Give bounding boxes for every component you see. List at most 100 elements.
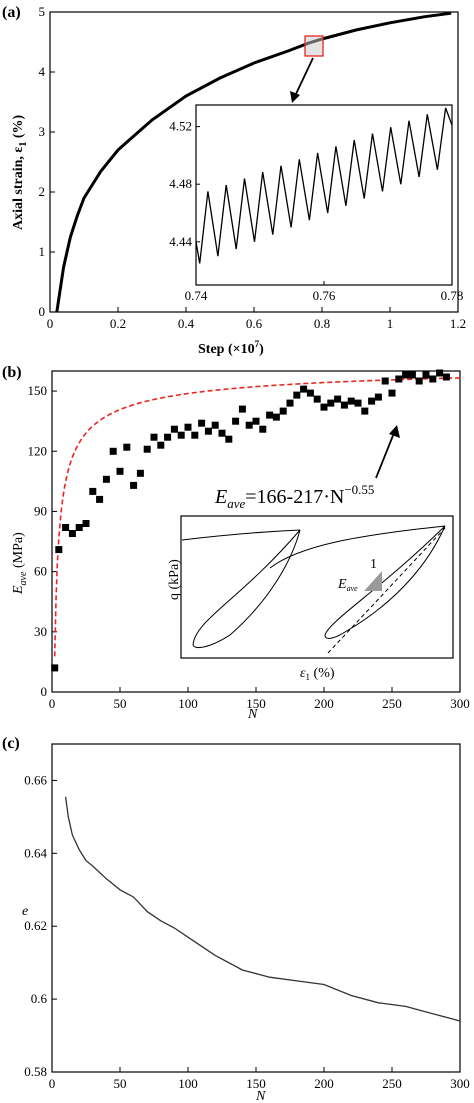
data-point [293, 391, 301, 399]
panel-a-zoom-box [304, 35, 324, 57]
data-point [218, 429, 226, 437]
data-point [388, 389, 396, 397]
panel-b-fit-equation: Eave=166-217·N−0.55 [214, 482, 374, 511]
panel-a-inset-ticks: 0.74 0.76 0.78 4.44 4.48 4.52 [169, 119, 463, 303]
data-point [136, 469, 144, 477]
x-tick-label: 50 [114, 696, 127, 711]
x-tick-label: 300 [450, 1076, 470, 1091]
panel-b-inset-modulus-line [327, 527, 446, 654]
panel-a-y-label: Axial strain, ε1 (%) [11, 114, 29, 230]
panel-c-x-label: N [255, 1089, 266, 1103]
y-tick-label: 0.62 [24, 918, 47, 933]
data-point [211, 421, 219, 429]
data-point [164, 433, 172, 441]
y-tick-label: 5 [39, 4, 46, 19]
data-point [354, 399, 362, 407]
panel-a-x-ticks: 0 0.2 0.4 0.6 0.8 1 1.2 [47, 307, 466, 331]
inset-x-tick-label: 0.76 [313, 288, 336, 303]
panel-b-x-ticks: 0 50 100 150 200 250 300 [49, 687, 470, 711]
data-point [102, 475, 110, 483]
panel-c-y-label: e [22, 904, 28, 919]
x-tick-label: 300 [450, 696, 470, 711]
y-tick-label: 1 [39, 244, 46, 259]
data-point [381, 377, 389, 385]
inset-y-tick-label: 4.44 [169, 234, 192, 249]
panel-b-inset-loop-2 [324, 525, 446, 639]
panel-a: (a) 0 0.2 0.4 0.6 0.8 1 1.2 0 1 2 3 4 5 Step (×107)… [2, 4, 466, 357]
data-point [408, 371, 416, 379]
y-tick-label: 0.64 [24, 845, 47, 860]
data-point [266, 411, 274, 419]
data-point [313, 395, 321, 403]
y-tick-label: 30 [34, 624, 47, 639]
data-point [51, 664, 59, 672]
y-tick-label: 0 [41, 684, 48, 699]
x-tick-label: 1 [387, 316, 394, 331]
data-point [204, 427, 212, 435]
panel-b-inset-x-label: ε1 (%) [300, 666, 335, 682]
panel-b-inset-slope-label: Eave [337, 577, 358, 593]
x-tick-label: 50 [114, 1076, 127, 1091]
x-tick-label: 150 [246, 696, 266, 711]
data-point [170, 425, 178, 433]
inset-x-tick-label: 0.74 [185, 288, 208, 303]
y-tick-label: 90 [34, 503, 47, 518]
data-point [75, 524, 83, 531]
data-point [89, 487, 97, 495]
panel-b-data-points [51, 369, 450, 672]
panel-b-inset-loop-1-top [181, 529, 301, 541]
data-point [82, 520, 90, 527]
inset-y-tick-label: 4.52 [169, 119, 192, 134]
data-point [225, 435, 233, 443]
x-tick-label: 1.2 [450, 316, 466, 331]
panel-c-y-ticks: 0.58 0.6 0.62 0.64 0.66 [24, 772, 57, 1079]
data-point [238, 405, 246, 413]
data-point [286, 399, 294, 407]
y-tick-label: 120 [28, 443, 48, 458]
data-point [109, 447, 117, 455]
panel-b-y-label: Eave (MPa) [11, 532, 29, 595]
panel-a-strain-curve [55, 11, 452, 313]
data-point [157, 441, 165, 449]
panel-b-inset-slope-triangle [364, 571, 382, 591]
data-point [327, 399, 335, 407]
panel-b-x-label: N [247, 707, 258, 722]
inset-y-tick-label: 4.48 [169, 176, 192, 191]
x-tick-label: 0.4 [178, 316, 195, 331]
panel-b-inset-frame [180, 515, 454, 659]
panel-c-label: (c) [2, 735, 20, 752]
data-point [300, 385, 308, 393]
x-tick-label: 0 [49, 1076, 56, 1091]
data-point [232, 417, 240, 425]
data-point [259, 425, 267, 433]
data-point [55, 546, 63, 554]
y-tick-label: 150 [28, 383, 48, 398]
panel-a-inset-frame [195, 104, 453, 286]
panel-b-y-ticks: 0 30 60 90 120 150 [28, 383, 57, 699]
y-tick-label: 2 [39, 184, 46, 199]
data-point [442, 373, 450, 381]
y-tick-label: 4 [39, 64, 46, 79]
panel-a-label: (a) [2, 4, 21, 21]
y-tick-label: 0.66 [24, 772, 47, 787]
data-point [68, 530, 76, 537]
inset-x-tick-label: 0.78 [441, 288, 464, 303]
data-point [252, 417, 260, 425]
x-tick-label: 0.2 [110, 316, 126, 331]
data-point [177, 431, 185, 439]
data-point [116, 467, 124, 475]
panel-c-x-ticks: 0 50 100 150 200 250 300 [49, 1067, 470, 1091]
panel-b-inset-loop-1 [192, 529, 301, 648]
data-point [184, 423, 192, 431]
x-tick-label: 250 [382, 696, 402, 711]
data-point [130, 481, 138, 489]
data-point [143, 445, 151, 453]
data-point [272, 413, 280, 421]
panel-b-inset-y-label: q (kPa) [167, 559, 182, 600]
panel-a-x-label: Step (×107) [198, 339, 264, 357]
data-point [368, 397, 376, 405]
data-point [96, 495, 104, 503]
data-point [340, 401, 348, 409]
panel-b-inset-slope-one: 1 [370, 557, 377, 572]
